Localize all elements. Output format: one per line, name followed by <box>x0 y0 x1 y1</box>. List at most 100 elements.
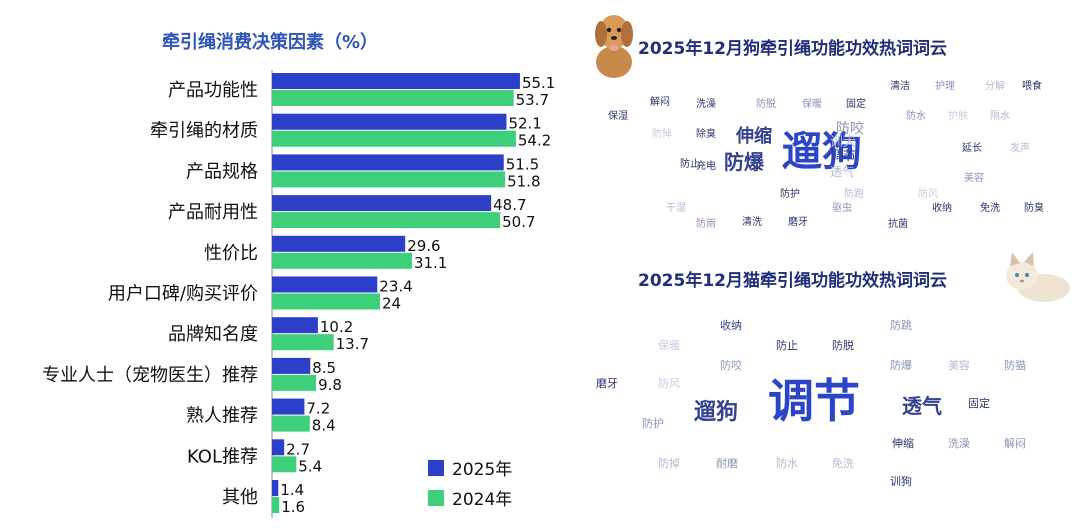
cloud-word: 防止 <box>776 339 798 352</box>
category-label: 性价比 <box>204 243 258 264</box>
value-label: 51.5 <box>506 155 539 173</box>
bar-2025 <box>272 235 406 252</box>
category-label: 其他 <box>222 487 258 508</box>
bar-2024 <box>272 415 310 432</box>
cloud-word: 护理 <box>935 81 955 92</box>
cloud-word: 防咬 <box>720 359 742 372</box>
legend-label: 2025年 <box>452 460 512 480</box>
cat-icon <box>1006 252 1070 302</box>
cloud-word: 防风 <box>658 377 680 390</box>
bar-2024 <box>272 293 380 310</box>
cloud-word: 保暖 <box>658 339 680 352</box>
category-label: KOL推荐 <box>187 446 258 467</box>
category-label: 产品规格 <box>186 161 258 182</box>
bar-2024 <box>272 90 514 106</box>
cloud-word: 耐磨 <box>716 457 738 470</box>
dog-cloud-title: 2025年12月狗牵引绳功能功效热词词云 <box>638 39 947 59</box>
cloud-word: 免洗 <box>980 203 1000 214</box>
cloud-word: 防水 <box>776 457 798 470</box>
bar-2024 <box>272 130 516 147</box>
bar-2024 <box>272 171 506 188</box>
value-label: 48.7 <box>493 196 526 214</box>
cloud-word: 免洗 <box>832 457 854 470</box>
bar-2024 <box>272 456 297 473</box>
cloud-word: 隔水 <box>990 111 1010 122</box>
cloud-word: 防雨 <box>696 219 716 230</box>
cloud-word: 伸缩 <box>736 126 772 147</box>
bar-2025 <box>272 276 378 293</box>
value-label: 13.7 <box>336 335 369 353</box>
cloud-word: 防爆 <box>724 150 764 174</box>
value-label: 1.6 <box>281 498 305 516</box>
bar-2025 <box>272 317 318 334</box>
value-label: 1.4 <box>280 481 304 499</box>
value-label: 8.4 <box>312 417 336 435</box>
legend-swatch <box>428 460 444 476</box>
category-label: 产品耐用性 <box>168 202 258 223</box>
cloud-word: 固定 <box>968 397 990 410</box>
cloud-word: 防跳 <box>890 319 912 332</box>
chart-title: 牵引绳消费决策因素（%） <box>161 32 379 53</box>
value-label: 10.2 <box>320 318 353 336</box>
value-label: 2.7 <box>286 440 310 458</box>
cloud-word: 驱虫 <box>832 203 852 214</box>
cloud-word: 解闷 <box>650 97 670 108</box>
value-label: 50.7 <box>502 213 535 231</box>
cloud-word: 洗澡 <box>696 99 716 110</box>
bar-2024 <box>272 212 501 229</box>
cloud-word: 防脱 <box>756 99 776 110</box>
cat-cloud-title: 2025年12月猫牵引绳功能功效热词词云 <box>638 271 947 291</box>
cloud-word: 调节 <box>768 374 860 428</box>
cloud-word: 护肤 <box>948 111 968 122</box>
value-label: 54.2 <box>518 132 551 150</box>
cloud-word: 除臭 <box>696 129 716 140</box>
cloud-word: 防猫 <box>1004 359 1026 372</box>
cloud-word: 干湿 <box>666 203 686 214</box>
cloud-word: 保湿 <box>608 111 628 122</box>
cloud-word: 训犬 <box>830 135 857 150</box>
bar-2025 <box>272 73 520 89</box>
cloud-word: 训狗 <box>890 475 912 488</box>
dog-icon <box>595 15 633 78</box>
bar-chart-svg: 产品功能性 55.153.7 牵引绳的材质 52.154.2 产品规格 51.551.8 产… <box>42 70 555 518</box>
legend-label: 2024年 <box>452 490 512 510</box>
cloud-word: 收纳 <box>720 319 742 332</box>
cloud-word: 遛狗 <box>694 400 739 425</box>
value-label: 24 <box>382 295 401 313</box>
legend-swatch <box>428 490 444 506</box>
cloud-word: 洗澡 <box>948 437 970 450</box>
cloud-word: 调节 <box>830 149 857 164</box>
cloud-word: 解闷 <box>1004 437 1026 450</box>
value-label: 7.2 <box>306 400 330 418</box>
cloud-word: 遛狗 <box>782 129 862 175</box>
cloud-word: 防掉 <box>658 457 680 470</box>
cloud-word: 防护 <box>780 189 800 200</box>
category-label: 专业人士（宠物医生）推荐 <box>42 365 258 386</box>
cloud-word: 发声 <box>1010 143 1030 154</box>
cloud-word: 固定 <box>846 99 866 110</box>
cloud-word: 防咬 <box>836 121 864 137</box>
cloud-word: 防爆 <box>890 359 912 372</box>
cloud-word: 防臭 <box>1024 203 1044 214</box>
bar-2025 <box>272 357 311 374</box>
bar-2024 <box>272 497 280 513</box>
bar-2025 <box>272 195 492 212</box>
value-label: 55.1 <box>522 74 555 92</box>
bar-2025 <box>272 154 504 171</box>
cloud-word: 透气 <box>902 394 942 418</box>
bar-2024 <box>272 334 334 351</box>
cloud-word: 收纳 <box>932 203 952 214</box>
value-label: 8.5 <box>312 359 336 377</box>
category-label: 品牌知名度 <box>168 324 258 345</box>
cloud-word: 防水 <box>906 111 926 122</box>
bar-2025 <box>272 439 285 456</box>
value-label: 5.4 <box>298 457 322 475</box>
value-label: 53.7 <box>516 91 549 109</box>
cloud-word: 磨牙 <box>788 217 808 228</box>
value-label: 9.8 <box>318 376 342 394</box>
cloud-word: 喂食 <box>1022 81 1042 92</box>
bar-2025 <box>272 113 507 130</box>
cloud-word: 防风 <box>918 189 938 200</box>
cat-word-cloud: 2025年12月猫牵引绳功能功效热词词云 调节 遛狗 透气 收纳 防跳 防止 防脱 防咬 防爆 美… <box>592 252 1072 523</box>
cloud-word: 伸缩 <box>892 437 914 450</box>
